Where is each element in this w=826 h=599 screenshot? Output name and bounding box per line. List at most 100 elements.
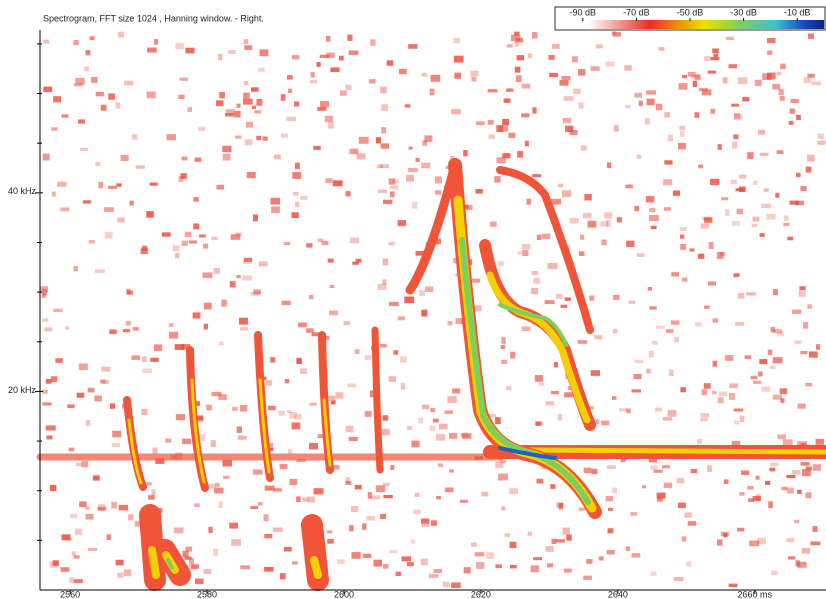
noise-speck xyxy=(612,31,617,35)
noise-speck xyxy=(787,237,793,241)
noise-speck xyxy=(546,401,555,405)
noise-speck xyxy=(278,411,285,416)
noise-speck xyxy=(781,487,787,490)
noise-speck xyxy=(175,43,183,49)
noise-speck xyxy=(649,351,654,358)
plot-frame xyxy=(40,30,826,590)
noise-speck xyxy=(710,179,720,185)
noise-speck xyxy=(808,33,814,39)
noise-speck xyxy=(124,569,131,576)
noise-speck xyxy=(646,369,650,374)
noise-speck xyxy=(298,322,307,327)
noise-speck xyxy=(86,420,90,426)
noise-speck xyxy=(288,449,292,454)
noise-speck xyxy=(721,532,729,537)
noise-speck xyxy=(240,565,250,569)
noise-speck xyxy=(300,368,307,374)
noise-speck xyxy=(79,501,86,507)
noise-speck xyxy=(634,360,643,363)
noise-speck xyxy=(526,199,531,205)
noise-speck xyxy=(504,98,511,102)
noise-speck xyxy=(712,391,717,394)
noise-speck xyxy=(535,421,542,425)
noise-speck xyxy=(790,99,798,103)
noise-speck xyxy=(376,485,386,492)
noise-speck xyxy=(126,289,130,294)
noise-speck xyxy=(309,403,316,406)
noise-speck xyxy=(231,234,241,240)
noise-speck xyxy=(383,415,389,420)
noise-speck xyxy=(648,287,652,291)
noise-speck xyxy=(438,463,443,466)
noise-speck xyxy=(725,355,733,361)
noise-speck xyxy=(250,506,258,509)
noise-speck xyxy=(242,275,252,280)
noise-speck xyxy=(510,565,517,569)
noise-speck xyxy=(472,279,480,283)
noise-speck xyxy=(193,223,199,229)
noise-speck xyxy=(270,198,280,205)
noise-speck xyxy=(430,408,435,412)
noise-speck xyxy=(254,110,261,113)
noise-speck xyxy=(109,329,116,334)
noise-speck xyxy=(818,133,824,138)
noise-speck xyxy=(112,443,120,447)
noise-speck xyxy=(73,266,77,271)
noise-speck xyxy=(769,468,775,472)
noise-speck xyxy=(94,396,102,402)
noise-speck xyxy=(634,374,642,379)
noise-speck xyxy=(650,466,657,470)
noise-speck xyxy=(787,488,794,494)
noise-speck xyxy=(439,424,448,429)
noise-speck xyxy=(135,165,144,168)
noise-speck xyxy=(162,232,171,236)
noise-speck xyxy=(729,393,735,400)
noise-speck xyxy=(312,332,319,336)
noise-speck xyxy=(506,386,511,390)
noise-speck xyxy=(154,344,162,351)
noise-speck xyxy=(311,72,315,77)
noise-speck xyxy=(613,295,619,300)
noise-speck xyxy=(95,269,105,273)
noise-speck xyxy=(752,224,757,227)
noise-speck xyxy=(443,582,450,588)
noise-speck xyxy=(783,223,789,226)
noise-speck xyxy=(409,147,413,150)
noise-speck xyxy=(607,550,615,554)
noise-speck xyxy=(656,104,662,111)
noise-speck xyxy=(199,234,206,237)
noise-speck xyxy=(292,422,301,429)
noise-speck xyxy=(514,32,520,36)
noise-speck xyxy=(771,571,777,576)
noise-speck xyxy=(316,62,320,67)
noise-speck xyxy=(651,226,657,229)
noise-speck xyxy=(495,417,501,424)
noise-speck xyxy=(804,77,812,83)
noise-speck xyxy=(356,259,362,263)
noise-speck xyxy=(219,92,225,98)
noise-speck xyxy=(286,117,296,121)
noise-speck xyxy=(351,506,358,512)
noise-speck xyxy=(349,50,359,55)
noise-speck xyxy=(632,553,641,557)
noise-speck xyxy=(65,326,69,329)
noise-speck xyxy=(116,560,124,566)
noise-speck xyxy=(430,89,435,96)
noise-speck xyxy=(246,122,253,128)
noise-speck xyxy=(326,53,334,58)
noise-speck xyxy=(328,259,334,263)
noise-speck xyxy=(146,211,154,218)
noise-speck xyxy=(247,172,256,178)
noise-speck xyxy=(789,121,794,125)
noise-speck xyxy=(760,153,769,156)
noise-speck xyxy=(494,176,500,183)
noise-speck xyxy=(256,99,262,106)
noise-speck xyxy=(671,272,679,276)
noise-speck xyxy=(809,351,818,357)
noise-speck xyxy=(773,357,783,363)
noise-speck xyxy=(274,155,281,160)
noise-speck xyxy=(488,134,494,139)
noise-speck xyxy=(734,409,743,412)
noise-speck xyxy=(695,74,701,80)
noise-speck xyxy=(734,421,739,425)
